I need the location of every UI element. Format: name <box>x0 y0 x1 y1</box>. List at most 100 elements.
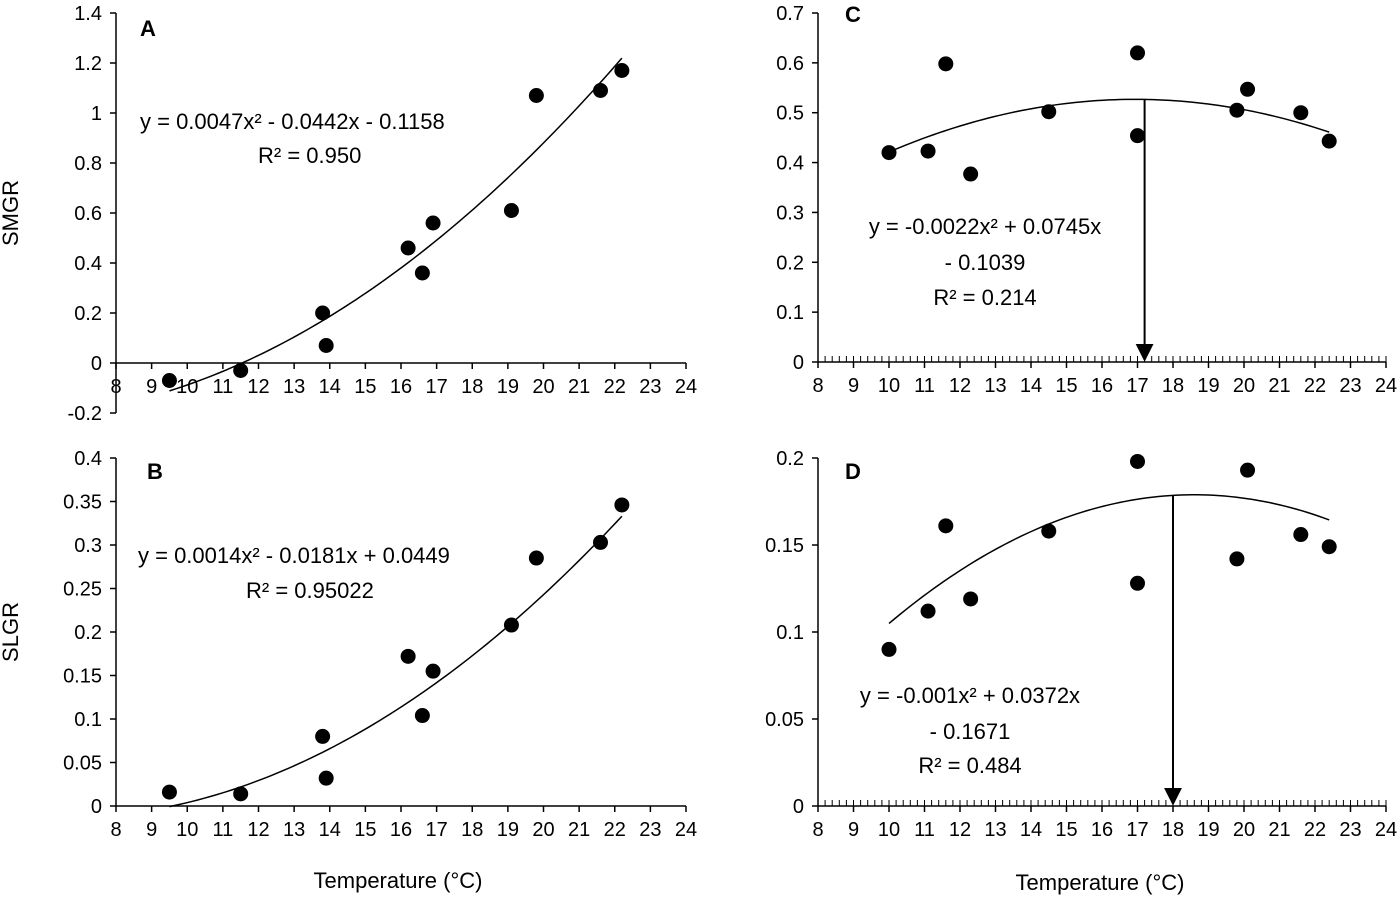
y-tick-label: 0.8 <box>74 153 102 175</box>
data-point <box>161 373 177 388</box>
x-tick-label: 21 <box>568 376 590 398</box>
data-point <box>1041 104 1057 120</box>
data-point <box>400 648 416 664</box>
equation-line-1: y = 0.0014x² - 0.0181x + 0.0449 <box>138 543 450 568</box>
trend-curve <box>169 515 623 808</box>
trend-curve <box>169 57 623 392</box>
x-tick-label: 15 <box>1055 375 1077 397</box>
x-tick-label: 23 <box>1339 819 1361 841</box>
x-axis-ticks: 8 9 10 11 12 13 14 15 16 17 18 19 20 21 22 23 24 <box>812 806 1397 841</box>
x-tick-label: 17 <box>426 819 448 841</box>
y-tick-label: 1.4 <box>74 3 102 25</box>
data-point <box>593 534 608 550</box>
x-tick-label: 8 <box>110 376 121 398</box>
x-tick-label: 9 <box>146 376 157 398</box>
x-tick-label: 23 <box>639 376 661 398</box>
data-point <box>528 88 544 103</box>
y-tick-label: 0.1 <box>776 622 804 644</box>
x-tick-label: 21 <box>568 819 590 841</box>
y-tick-label: 1 <box>91 103 102 125</box>
x-tick-label: 10 <box>878 819 900 841</box>
data-point <box>963 166 979 182</box>
equation-line-1: y = -0.001x² + 0.0372x <box>860 683 1080 708</box>
r-squared-label: R² = 0.95022 <box>246 578 374 603</box>
y-tick-label: 0.4 <box>74 448 102 470</box>
x-tick-label: 19 <box>1197 819 1219 841</box>
data-point <box>233 363 249 378</box>
y-tick-label: 0.6 <box>776 53 804 75</box>
data-point <box>938 518 954 534</box>
y-axis-ticks: 0 0.05 0.1 0.15 0.2 0.25 0.3 0.35 0.4 <box>63 448 116 818</box>
y-tick-label: 0.2 <box>74 622 102 644</box>
x-axis-minor-ticks <box>817 356 1387 362</box>
x-tick-label: 23 <box>639 819 661 841</box>
x-tick-label: 16 <box>1091 819 1113 841</box>
data-point <box>593 83 608 98</box>
data-point <box>425 215 441 231</box>
r-squared-label: R² = 0.214 <box>933 285 1036 310</box>
x-tick-label: 22 <box>604 819 626 841</box>
y-tick-label: 0.2 <box>776 448 804 470</box>
x-tick-label: 9 <box>848 819 859 841</box>
data-point <box>614 63 630 78</box>
y-tick-label: 0.4 <box>776 153 804 175</box>
x-tick-label: 13 <box>984 375 1006 397</box>
y-axis-ticks: 0 0.05 0.1 0.15 0.2 <box>765 448 818 818</box>
data-point <box>400 240 416 256</box>
x-tick-label: 21 <box>1268 375 1290 397</box>
equation-line-2: - 0.1671 <box>930 719 1011 744</box>
panel-label: D <box>845 459 861 484</box>
panel-b: 8 9 10 11 12 13 14 15 16 17 18 19 20 21 22 23 24 0 0.05 0.… <box>0 448 697 893</box>
x-tick-label: 8 <box>812 375 823 397</box>
x-tick-label: 17 <box>1126 819 1148 841</box>
y-tick-label: 0.2 <box>74 303 102 325</box>
y-tick-label: 0.1 <box>776 302 804 324</box>
x-tick-label: 17 <box>426 376 448 398</box>
data-point <box>614 497 630 513</box>
x-tick-label: 24 <box>675 819 697 841</box>
x-tick-label: 9 <box>146 819 157 841</box>
y-tick-label: 0.3 <box>74 535 102 557</box>
data-point <box>920 603 936 619</box>
x-tick-label: 19 <box>1197 375 1219 397</box>
data-point <box>881 641 897 657</box>
x-tick-label: 15 <box>354 819 376 841</box>
y-tick-label: 0 <box>91 796 102 818</box>
equation-line-1: y = 0.0047x² - 0.0442x - 0.1158 <box>140 109 445 134</box>
x-tick-label: 13 <box>283 376 305 398</box>
data-point <box>318 770 334 786</box>
y-tick-label: 0.4 <box>74 253 102 275</box>
x-tick-label: 20 <box>532 819 554 841</box>
x-tick-label: 11 <box>914 819 935 841</box>
x-tick-label: 8 <box>110 819 121 841</box>
y-tick-label: 1.2 <box>74 53 102 75</box>
y-tick-label: -0.2 <box>68 403 102 425</box>
x-tick-label: 14 <box>1020 819 1042 841</box>
data-point <box>1229 551 1245 567</box>
x-tick-label: 21 <box>1268 819 1290 841</box>
data-point <box>963 591 979 607</box>
x-tick-label: 10 <box>176 376 198 398</box>
x-axis-title: Temperature (°C) <box>1016 870 1185 895</box>
equation-line-2: - 0.1039 <box>945 250 1026 275</box>
x-tick-label: 19 <box>497 376 519 398</box>
data-point <box>1130 453 1145 469</box>
data-point <box>920 143 936 159</box>
data-point <box>1240 81 1256 97</box>
x-axis-ticks: 8 9 10 11 12 13 14 15 16 17 18 19 20 21 22 23 24 <box>110 363 697 398</box>
y-axis-title: SLGR <box>0 602 23 662</box>
x-tick-label: 24 <box>1375 819 1397 841</box>
data-point <box>881 145 897 161</box>
y-tick-label: 0.3 <box>776 202 804 224</box>
data-point <box>161 784 177 800</box>
x-tick-label: 14 <box>319 376 341 398</box>
x-tick-label: 10 <box>878 375 900 397</box>
y-tick-label: 0.15 <box>63 666 102 688</box>
data-point <box>1240 462 1256 478</box>
x-tick-label: 18 <box>1162 819 1184 841</box>
x-tick-label: 8 <box>812 819 823 841</box>
x-axis-ticks: 8 9 10 11 12 13 14 15 16 17 18 19 20 21 22 23 24 <box>110 806 697 841</box>
x-tick-label: 18 <box>1162 375 1184 397</box>
x-tick-label: 18 <box>461 819 483 841</box>
trend-curve <box>888 494 1330 625</box>
